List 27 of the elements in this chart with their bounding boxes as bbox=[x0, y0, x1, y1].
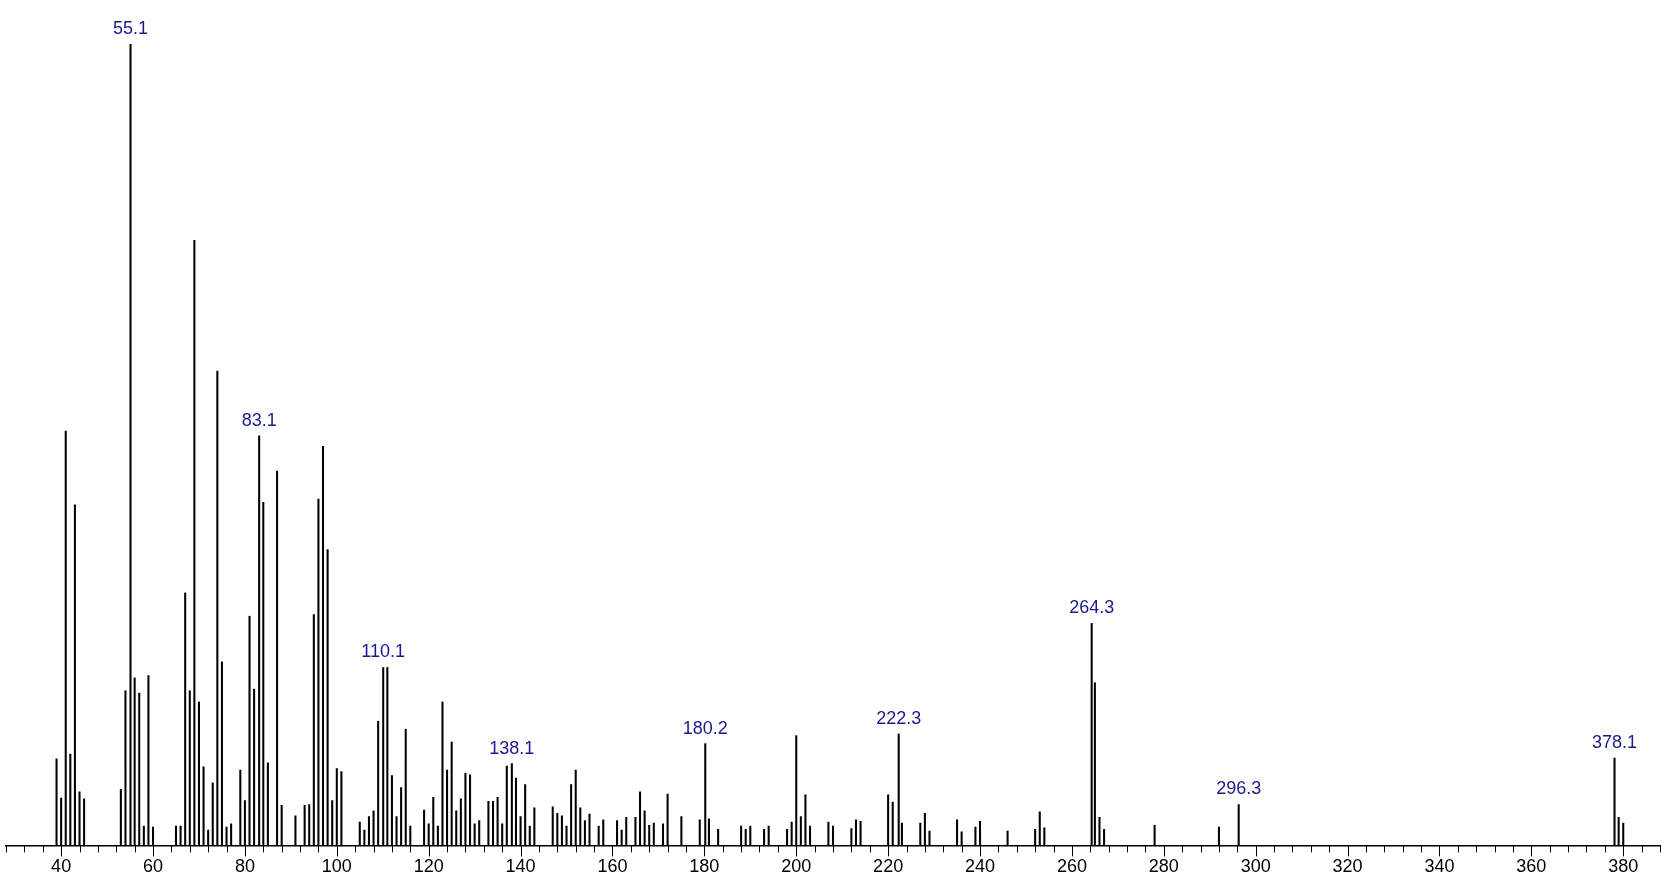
x-tick-label: 160 bbox=[597, 856, 628, 877]
x-tick-label: 240 bbox=[965, 856, 996, 877]
x-tick-label: 180 bbox=[689, 856, 720, 877]
x-tick-label: 280 bbox=[1148, 856, 1179, 877]
annotation: 83.1 bbox=[241, 409, 277, 430]
annotation: 110.1 bbox=[361, 641, 406, 662]
x-tick-label: 300 bbox=[1240, 856, 1271, 877]
x-tick-label: 320 bbox=[1332, 856, 1363, 877]
x-tick-label: 40 bbox=[51, 856, 72, 877]
x-tick-label: 200 bbox=[781, 856, 812, 877]
annotation: 138.1 bbox=[489, 737, 535, 758]
x-tick-label: 340 bbox=[1424, 856, 1455, 877]
x-tick-label: 100 bbox=[321, 856, 352, 877]
annotation: 296.3 bbox=[1216, 778, 1262, 799]
x-tick-label: 60 bbox=[143, 856, 164, 877]
x-tick-label: 220 bbox=[873, 856, 904, 877]
annotation: 378.1 bbox=[1591, 732, 1638, 753]
annotation: 55.1 bbox=[112, 17, 149, 38]
x-tick-label: 140 bbox=[505, 856, 536, 877]
annotation: 264.3 bbox=[1069, 597, 1115, 618]
x-tick-label: 120 bbox=[413, 856, 444, 877]
x-tick-label: 380 bbox=[1608, 856, 1639, 877]
x-tick-label: 260 bbox=[1056, 856, 1087, 877]
annotation: 222.3 bbox=[876, 707, 922, 728]
x-tick-label: 80 bbox=[234, 856, 255, 877]
x-tick-label: 360 bbox=[1516, 856, 1547, 877]
annotation: 180.2 bbox=[682, 717, 728, 738]
